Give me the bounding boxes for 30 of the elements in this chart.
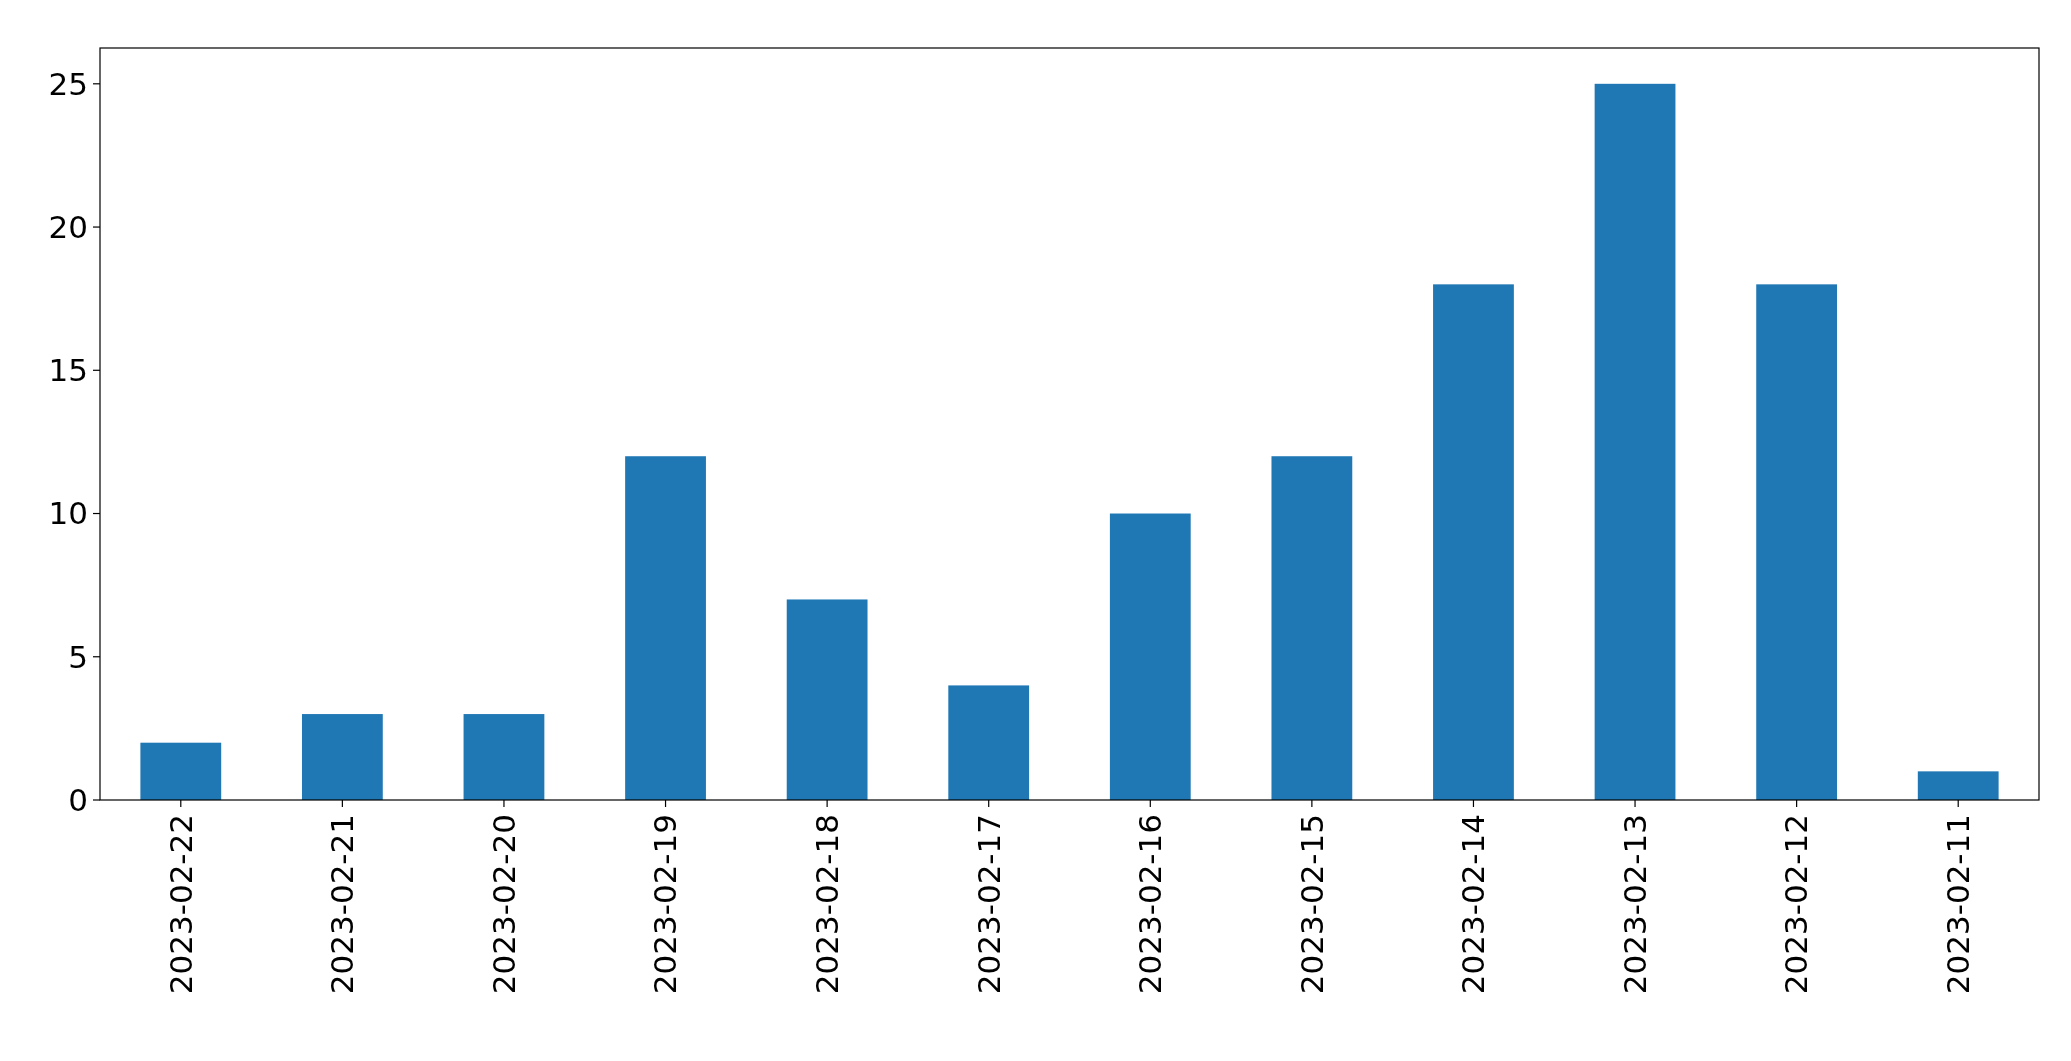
x-tick-label: 2023-02-17 [970,814,1007,995]
y-tick-label: 25 [48,65,88,102]
bar [1109,513,1191,800]
bar [786,599,868,800]
bar [140,742,222,800]
x-tick-label: 2023-02-13 [1616,814,1653,995]
bar [625,456,706,800]
bar [1756,284,1838,800]
x-tick-label: 2023-02-14 [1455,814,1492,995]
x-tick-label: 2023-02-21 [324,814,361,995]
bar [948,685,1030,800]
x-tick-label: 2023-02-15 [1293,814,1330,995]
bar [1594,83,1676,800]
y-tick-label: 15 [48,352,88,389]
bar [1917,771,1999,800]
y-tick-label: 5 [68,638,88,675]
bar [301,714,383,800]
y-tick-label: 10 [48,495,88,532]
x-tick-label: 2023-02-11 [1940,814,1977,995]
x-tick-label: 2023-02-18 [808,814,845,995]
bar [1433,284,1514,800]
y-tick-label: 20 [48,208,88,245]
bar [1271,456,1353,800]
bar [463,714,545,800]
x-tick-label: 2023-02-22 [162,814,199,995]
x-tick-label: 2023-02-19 [647,814,684,995]
y-tick-label: 0 [68,781,88,818]
x-tick-label: 2023-02-20 [485,814,522,995]
x-tick-label: 2023-02-12 [1778,814,1815,995]
x-tick-label: 2023-02-16 [1132,814,1169,995]
